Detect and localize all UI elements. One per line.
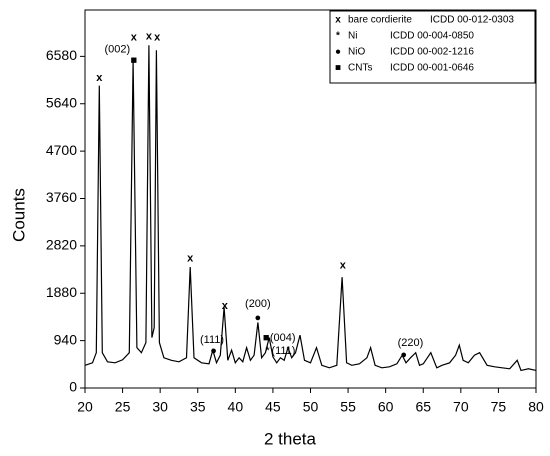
peak-annotation: x (146, 30, 153, 42)
y-tick-label: 1880 (46, 284, 77, 300)
x-tick-label: 45 (265, 399, 281, 415)
peak-annotation: (004) (270, 332, 296, 344)
legend-name: bare cordierite (348, 15, 412, 26)
peak-annotation: x (131, 31, 138, 43)
peak-annotation: (220) (398, 337, 424, 349)
x-tick-label: 50 (303, 399, 319, 415)
peak-annotation: (002) (104, 43, 130, 55)
legend-symbol: x (335, 15, 341, 26)
peak-annotation: (200) (245, 298, 271, 310)
x-tick-label: 60 (378, 399, 394, 415)
peak-annotation: * (266, 345, 271, 357)
y-tick-label: 4700 (46, 142, 77, 158)
legend-symbol: ● (335, 47, 341, 58)
peak-annotation: x (96, 72, 103, 84)
legend-name: CNTs (348, 63, 372, 74)
diffraction-line (84, 45, 537, 372)
x-tick-label: 80 (528, 399, 544, 415)
x-tick-label: 35 (190, 399, 206, 415)
y-axis-label: Counts (9, 188, 28, 242)
legend-name: NiO (348, 47, 365, 58)
x-tick-label: 20 (77, 399, 93, 415)
x-tick-label: 55 (340, 399, 356, 415)
legend-box (329, 10, 536, 84)
x-tick-label: 25 (115, 399, 131, 415)
peak-annotation: x (154, 31, 161, 43)
y-tick-label: 5640 (46, 94, 77, 110)
y-tick-label: 6580 (46, 47, 77, 63)
x-axis-label: 2 theta (264, 429, 317, 448)
x-tick-label: 70 (453, 399, 469, 415)
y-tick-label: 940 (54, 331, 78, 347)
x-tick-label: 75 (491, 399, 507, 415)
x-tick-label: 30 (152, 399, 168, 415)
peak-annotation: x (340, 260, 347, 272)
legend-ref: ICDD 00-002-1216 (390, 47, 474, 58)
legend-ref: ICDD 00-012-0303 (430, 15, 514, 26)
peak-annotation: ● (210, 345, 217, 357)
x-tick-label: 65 (415, 399, 431, 415)
legend-name: Ni (348, 31, 357, 42)
peak-annotation: x (187, 253, 194, 265)
y-tick-label: 0 (69, 379, 77, 395)
peak-annotation: x (222, 300, 229, 312)
y-tick-label: 2820 (46, 237, 77, 253)
peak-annotation: ■ (131, 54, 138, 66)
legend-symbol: * (336, 31, 340, 42)
peak-annotation: (111) (200, 334, 224, 346)
legend-ref: ICDD 00-001-0646 (390, 63, 474, 74)
legend-ref: ICDD 00-004-0850 (390, 31, 474, 42)
x-tick-label: 40 (228, 399, 244, 415)
peak-annotation: ■ (263, 332, 270, 344)
peak-annotation: (111) (271, 345, 295, 357)
legend-symbol: ■ (335, 63, 341, 74)
peak-annotation: ● (255, 312, 262, 324)
peak-annotation: ● (400, 349, 407, 361)
y-tick-label: 3760 (46, 189, 77, 205)
